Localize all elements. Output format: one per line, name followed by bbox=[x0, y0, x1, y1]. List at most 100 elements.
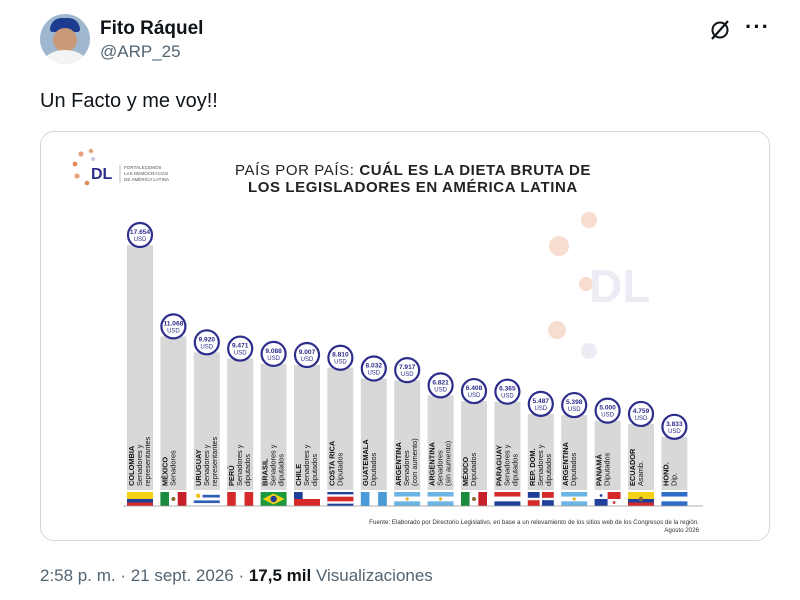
chamber-label: Diputados bbox=[369, 452, 378, 486]
band bbox=[294, 499, 320, 506]
category-label: REP. DOM.Senadores ydiputados bbox=[528, 444, 553, 486]
country-name: ECUADOR bbox=[628, 448, 637, 486]
logo-text: DL bbox=[91, 166, 113, 183]
emblem bbox=[171, 497, 176, 501]
flag-ecuador-icon bbox=[628, 492, 654, 506]
band bbox=[160, 492, 170, 506]
bar bbox=[294, 365, 320, 490]
flag-costarica-icon bbox=[327, 492, 354, 506]
category-label: COLOMBIASenadores yrepresentantes bbox=[127, 436, 152, 486]
value-label: 9.471 bbox=[232, 343, 249, 350]
value-label: 3.833 bbox=[666, 421, 683, 428]
value-bubble bbox=[160, 313, 187, 340]
q bbox=[527, 492, 541, 499]
chamber-label: representantes bbox=[210, 436, 219, 486]
value-bubble bbox=[327, 344, 354, 371]
tweet-meta: 2:58 p. m. · 21 sept. 2026 · 17,5 mil Vi… bbox=[40, 566, 433, 586]
emblem bbox=[638, 496, 644, 502]
band bbox=[327, 496, 354, 502]
band bbox=[193, 494, 220, 498]
tweet-timestamp[interactable]: 2:58 p. m. · 21 sept. 2026 · bbox=[40, 566, 249, 585]
flag-argentina-icon bbox=[427, 492, 454, 506]
q bbox=[540, 492, 554, 499]
bar bbox=[394, 380, 421, 490]
value-label: 5.487 bbox=[533, 398, 550, 405]
value-label: 8.032 bbox=[366, 363, 383, 370]
value-bubble bbox=[460, 377, 488, 405]
band bbox=[127, 492, 153, 499]
bar bbox=[661, 436, 688, 490]
sun bbox=[572, 497, 576, 501]
value-label: 6.365 bbox=[499, 386, 516, 393]
band bbox=[193, 500, 220, 504]
author-handle[interactable]: @ARP_25 bbox=[100, 42, 181, 61]
band bbox=[494, 501, 521, 506]
band bbox=[461, 492, 470, 506]
band bbox=[127, 502, 153, 506]
value-label: 4.759 bbox=[633, 408, 650, 415]
category-label: HOND.Dip. bbox=[661, 462, 678, 486]
value-bubble bbox=[126, 221, 154, 249]
author-name[interactable]: Fito Ráquel bbox=[100, 18, 204, 39]
country-name: MÉXICO bbox=[160, 457, 169, 486]
more-options-icon[interactable]: ··· bbox=[745, 14, 770, 39]
category-label: URUGUAYSenadores yrepresentantes bbox=[194, 436, 219, 486]
country-name: BRASIL bbox=[261, 458, 270, 486]
chamber-label: Asamb. bbox=[636, 461, 645, 486]
chamber-label: Senadores y bbox=[269, 444, 278, 486]
unit-label: USD bbox=[267, 356, 280, 362]
sun bbox=[195, 493, 201, 498]
chart-title-line1: PAÍS POR PAÍS: CUÁL ES LA DIETA BRUTA DE bbox=[235, 162, 591, 179]
category-label: ECUADORAsamb. bbox=[628, 448, 645, 486]
star bbox=[599, 494, 603, 497]
country-name: HOND. bbox=[661, 462, 670, 486]
band bbox=[427, 501, 454, 506]
chamber-label: Senadores bbox=[168, 450, 177, 486]
value-label: 9.007 bbox=[299, 349, 316, 356]
author-avatar[interactable] bbox=[40, 14, 90, 64]
band bbox=[628, 492, 654, 499]
flag-uruguay-icon bbox=[193, 492, 220, 506]
band bbox=[193, 497, 220, 501]
value-bubble bbox=[561, 391, 588, 419]
tweet-image[interactable]: DL FORTALECEMOS LAS DEMOCRACIAS DE AMÉRI… bbox=[40, 131, 770, 541]
bar bbox=[227, 358, 254, 490]
chamber-label: Diputados bbox=[603, 452, 612, 486]
chamber-label: diputados bbox=[310, 454, 319, 486]
value-bubble bbox=[627, 400, 655, 428]
country-name: COSTA RICA bbox=[327, 440, 336, 486]
chamber-label: Dip. bbox=[669, 473, 678, 486]
category-label: CHILESenadores ydiputados bbox=[294, 444, 319, 486]
value-bubble bbox=[527, 390, 554, 417]
category-label: BRASILSenadores ydiputados bbox=[261, 444, 286, 486]
unit-label: USD bbox=[635, 416, 648, 422]
unit-label: USD bbox=[301, 357, 314, 363]
flag-argentina-icon bbox=[394, 492, 421, 506]
chamber-label: diputados bbox=[243, 454, 252, 486]
sun bbox=[439, 497, 443, 501]
country-name: MÉXICO bbox=[461, 457, 470, 486]
value-label: 8.810 bbox=[332, 352, 349, 359]
flag-paraguay-icon bbox=[494, 492, 521, 506]
watermark-text: DL bbox=[589, 260, 650, 312]
grok-icon[interactable] bbox=[708, 18, 732, 42]
band bbox=[494, 496, 521, 502]
band bbox=[378, 492, 387, 506]
bar bbox=[494, 401, 521, 490]
band bbox=[394, 501, 421, 506]
value-label: 9.920 bbox=[199, 336, 216, 343]
globe bbox=[270, 495, 277, 503]
value-label: 6.408 bbox=[466, 385, 483, 392]
source-note: Fuente: Elaborado por Directorio Legisla… bbox=[369, 519, 699, 526]
chamber-label: diputados bbox=[277, 454, 286, 486]
value-bubble bbox=[360, 355, 387, 382]
band bbox=[227, 492, 236, 506]
flag-guatemala-icon bbox=[360, 492, 387, 506]
chamber-label: Senadores bbox=[402, 450, 411, 486]
logo-tagline-2: LAS DEMOCRACIAS bbox=[124, 171, 168, 176]
title-light: PAÍS POR PAÍS: bbox=[235, 162, 359, 179]
